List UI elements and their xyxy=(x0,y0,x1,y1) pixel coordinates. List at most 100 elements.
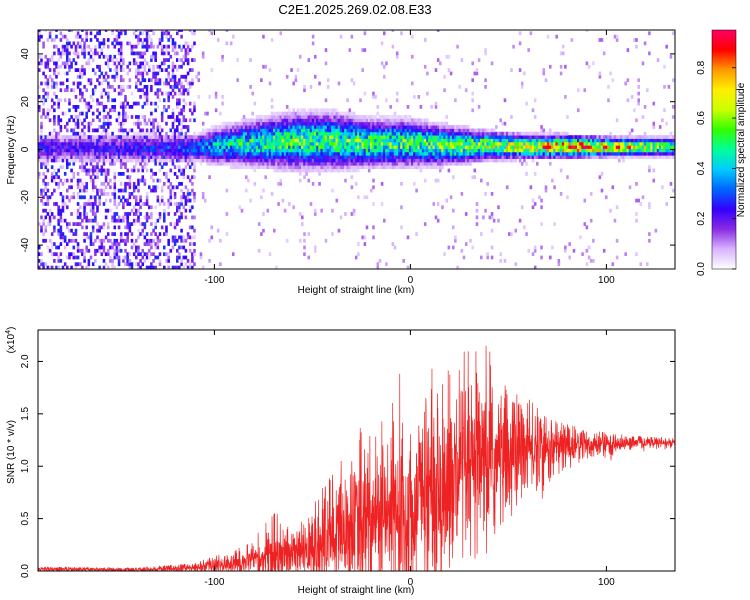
spectrogram-cell xyxy=(434,68,438,72)
spectrogram-cell xyxy=(74,44,78,49)
spectrogram-cell xyxy=(109,108,112,113)
spectrogram-cell xyxy=(281,148,285,153)
spectrogram-cell xyxy=(63,61,67,66)
spectrogram-cell xyxy=(59,135,63,139)
spectrogram-cell xyxy=(365,148,369,153)
spectrogram-cell xyxy=(113,198,117,203)
spectrogram-cell xyxy=(333,138,336,143)
spectrogram-cell xyxy=(298,178,302,183)
spectrogram-cell xyxy=(344,151,347,156)
spectrogram-cell xyxy=(96,128,99,133)
spectrogram-cell xyxy=(115,148,119,153)
spectrogram-cell xyxy=(391,242,395,246)
spectrogram-cell xyxy=(352,165,356,170)
spectrogram-cell xyxy=(290,131,293,136)
spectrogram-cell xyxy=(44,225,48,230)
spectrogram-cell xyxy=(145,265,149,269)
spectrogram-cell xyxy=(357,131,360,136)
spectrogram-cell xyxy=(393,151,397,156)
spectrogram-cell xyxy=(460,151,464,156)
spectrogram-cell xyxy=(486,151,489,156)
spectrogram-cell xyxy=(281,121,285,126)
spectrogram-cell xyxy=(546,155,550,159)
spectrogram-cell xyxy=(346,138,349,143)
spectrogram-cell xyxy=(113,61,117,66)
spectrogram-cell xyxy=(44,161,48,166)
spectrogram-cell xyxy=(91,165,95,170)
spectrogram-cell xyxy=(119,41,123,46)
spectrogram-cell xyxy=(48,74,52,79)
spectrogram-cell xyxy=(122,78,125,83)
spectrogram-cell xyxy=(96,248,99,253)
spectrogram-cell xyxy=(346,98,349,103)
spectrogram-cell xyxy=(523,141,526,146)
spectrogram-cell xyxy=(89,175,93,180)
spectrogram-cell xyxy=(98,145,101,149)
spectrogram-cell xyxy=(477,145,481,149)
spectrogram-cell xyxy=(238,145,242,149)
spectrogram-cell xyxy=(178,138,181,143)
spectrogram-cell xyxy=(158,215,162,220)
spectrogram-cell xyxy=(160,118,164,123)
spectrogram-cell xyxy=(288,161,291,166)
spectrogram-cell xyxy=(119,78,123,83)
spectrogram-cell xyxy=(160,188,164,193)
spectrogram-cell xyxy=(357,115,360,119)
spectrogram-cell xyxy=(154,58,157,62)
spectrogram-cell xyxy=(490,148,494,153)
spectrogram-cell xyxy=(419,105,423,109)
spectrogram-cell xyxy=(365,161,369,166)
spectrogram-cell xyxy=(42,71,45,76)
spectrogram-cell xyxy=(98,81,101,86)
spectrogram-cell xyxy=(264,131,267,136)
spectrogram-cell xyxy=(387,115,390,119)
spectrogram-cell xyxy=(50,252,54,257)
spectrogram-cell xyxy=(348,48,352,52)
spectrogram-cell xyxy=(184,195,188,200)
spectrogram-cell xyxy=(419,118,423,123)
spectrogram-cell xyxy=(143,118,147,123)
spectrogram-cell xyxy=(480,232,483,236)
spectrogram-cell xyxy=(46,81,50,86)
spectrogram-cell xyxy=(96,108,99,113)
spectrogram-cell xyxy=(102,155,106,159)
spectrogram-cell xyxy=(137,101,140,106)
spectrogram-cell xyxy=(104,105,108,109)
spectrogram-cell xyxy=(288,138,291,143)
spectrogram-cell xyxy=(305,155,308,159)
spectrogram-cell xyxy=(107,121,110,126)
spectrogram-cell xyxy=(331,111,334,116)
spectrogram-cell xyxy=(130,158,134,163)
spectrogram-cell xyxy=(510,141,513,146)
spectrogram-cell xyxy=(393,148,397,153)
spectrogram-cell xyxy=(46,161,50,166)
spectrogram-cell xyxy=(423,165,427,170)
spectrogram-cell xyxy=(245,128,248,133)
spectrogram-cell xyxy=(518,131,522,136)
spectrogram-cell xyxy=(173,48,177,52)
spectrogram-cell xyxy=(38,108,41,113)
spectrogram-cell xyxy=(44,54,48,59)
spectrogram-cell xyxy=(91,51,95,56)
spectrogram-cell xyxy=(477,135,481,139)
spectrogram-cell xyxy=(542,135,546,139)
spectrogram-cell xyxy=(486,148,489,153)
spectrogram-cell xyxy=(512,141,515,146)
spectrogram-cell xyxy=(96,168,99,173)
spectrogram-cell xyxy=(221,155,224,159)
spectrogram-cell xyxy=(199,131,203,136)
spectrogram-cell xyxy=(160,141,164,146)
spectrogram-cell xyxy=(59,31,63,36)
spectrogram-cell xyxy=(130,115,134,119)
spectrogram-cell xyxy=(305,165,308,170)
spectrogram-cell xyxy=(42,88,45,93)
spectrogram-cell xyxy=(184,248,188,253)
spectrogram-cell xyxy=(139,145,142,149)
spectrogram-cell xyxy=(419,121,423,126)
spectrogram-cell xyxy=(212,145,216,149)
spectrogram-cell xyxy=(210,125,214,129)
spectrogram-cell xyxy=(44,138,48,143)
spectrogram-cell xyxy=(66,158,69,163)
spectrogram-cell xyxy=(342,151,345,156)
spectrogram-cell xyxy=(301,215,304,220)
